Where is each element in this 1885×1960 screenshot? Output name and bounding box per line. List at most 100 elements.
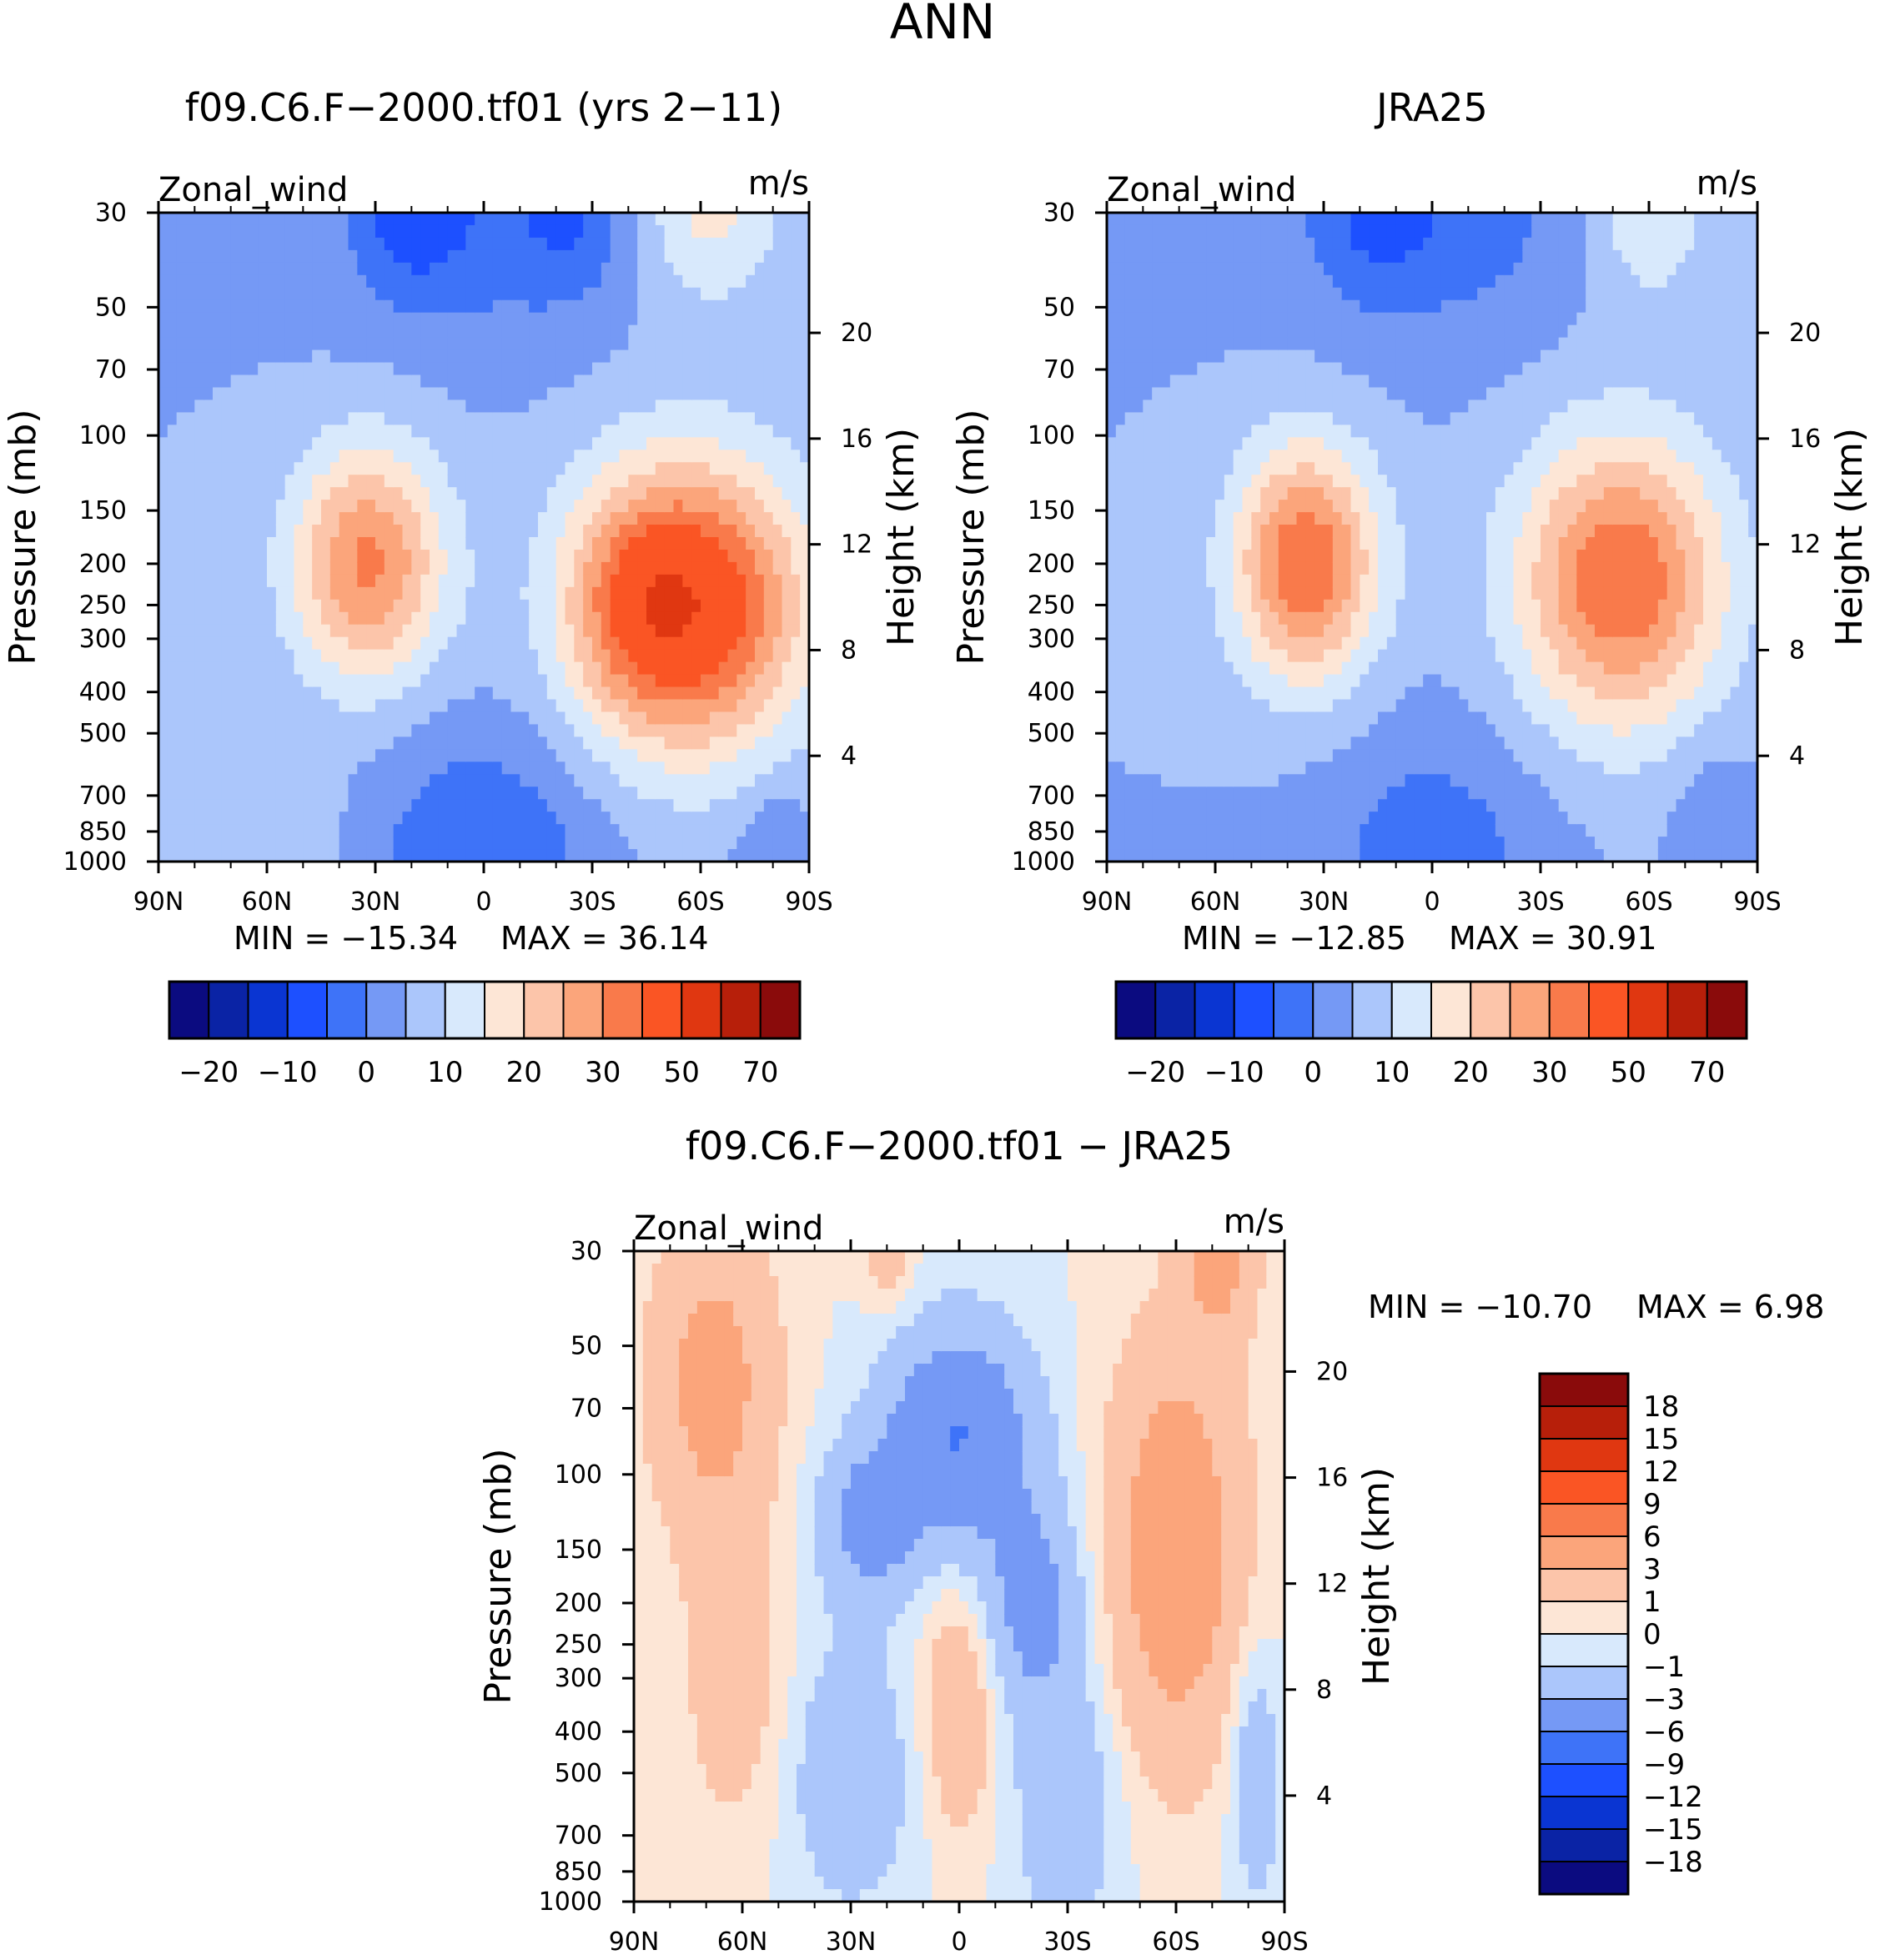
height-tick-label: 8 — [841, 636, 857, 665]
field-cell — [746, 425, 756, 439]
field-cell — [772, 636, 783, 651]
field-cell — [447, 661, 458, 676]
field-cell — [393, 761, 404, 776]
field-cell — [682, 437, 692, 451]
field-cell — [646, 412, 656, 426]
field-cell — [601, 224, 611, 239]
field-cell — [755, 812, 765, 825]
field-cell — [176, 512, 187, 525]
field-cell — [583, 761, 593, 776]
field-cell — [1115, 237, 1126, 251]
field-cell — [167, 299, 178, 314]
field-cell — [592, 312, 602, 326]
field-cell — [284, 711, 295, 726]
field-cell — [176, 837, 187, 850]
field-cell — [393, 724, 404, 738]
field-cell — [800, 661, 810, 676]
field-cell — [628, 837, 638, 850]
field-cell — [420, 312, 430, 326]
field-cell — [574, 824, 584, 837]
field-cell — [1161, 661, 1171, 676]
field-cell — [1134, 312, 1144, 326]
field-cell — [230, 412, 241, 426]
field-cell — [294, 349, 304, 364]
field-cell — [465, 224, 475, 239]
field-cell — [529, 287, 539, 301]
field-cell — [682, 761, 692, 776]
field-cell — [529, 412, 539, 426]
field-cell — [709, 699, 720, 713]
field-cell — [501, 761, 512, 776]
field-cell — [1251, 349, 1261, 364]
field-cell — [800, 337, 810, 351]
field-cell — [538, 324, 548, 339]
field-cell — [176, 362, 187, 376]
field-cell — [736, 437, 746, 451]
field-cell — [1124, 711, 1135, 726]
field-cell — [1269, 774, 1279, 788]
field-cell — [565, 213, 576, 226]
field-cell — [275, 262, 286, 276]
field-cell — [194, 525, 204, 538]
field-cell — [501, 549, 512, 563]
field-cell — [1169, 337, 1180, 351]
field-cell — [303, 387, 313, 401]
field-cell — [782, 699, 792, 713]
field-cell — [1260, 450, 1270, 464]
field-cell — [637, 450, 647, 464]
field-cell — [1152, 624, 1162, 638]
field-cell — [339, 450, 349, 464]
field-cell — [393, 249, 404, 264]
field-cell — [213, 561, 223, 575]
field-cell — [655, 437, 666, 451]
field-cell — [1287, 412, 1298, 426]
field-cell — [592, 224, 602, 239]
field-cell — [619, 374, 630, 389]
field-cell — [1269, 699, 1279, 713]
field-cell — [384, 849, 395, 862]
field-cell — [430, 761, 440, 776]
field-cell — [393, 537, 404, 550]
field-cell — [249, 362, 259, 376]
field-cell — [555, 649, 566, 663]
field-cell — [213, 837, 223, 850]
field-cell — [230, 450, 241, 464]
field-cell — [375, 512, 385, 525]
field-cell — [701, 724, 711, 738]
field-cell — [592, 599, 602, 613]
field-cell — [176, 262, 187, 276]
field-cell — [782, 812, 792, 825]
field-cell — [375, 224, 385, 239]
field-cell — [230, 624, 241, 638]
field-cell — [249, 213, 259, 226]
field-cell — [1278, 674, 1289, 688]
field-cell — [1107, 837, 1117, 850]
field-cell — [529, 262, 539, 276]
field-cell — [321, 312, 331, 326]
field-cell — [565, 724, 576, 738]
field-cell — [1169, 213, 1180, 226]
field-cell — [1251, 213, 1261, 226]
field-cell — [475, 274, 485, 289]
field-cell — [1124, 487, 1135, 500]
field-cell — [1224, 500, 1234, 513]
field-cell — [1251, 249, 1261, 264]
field-cell — [1179, 774, 1189, 788]
field-cell — [312, 711, 322, 726]
field-cell — [447, 324, 458, 339]
field-cell — [438, 686, 449, 701]
field-cell — [1179, 249, 1189, 264]
field-cell — [393, 736, 404, 751]
field-cell — [1179, 599, 1189, 613]
field-cell — [501, 387, 512, 401]
field-cell — [1152, 437, 1162, 451]
field-cell — [1233, 425, 1244, 439]
field-cell — [782, 736, 792, 751]
field-cell — [375, 774, 385, 788]
field-cell — [520, 849, 530, 862]
field-cell — [682, 299, 692, 314]
field-cell — [701, 287, 711, 301]
field-cell — [221, 400, 232, 414]
field-cell — [185, 500, 196, 513]
field-cell — [1188, 549, 1199, 563]
